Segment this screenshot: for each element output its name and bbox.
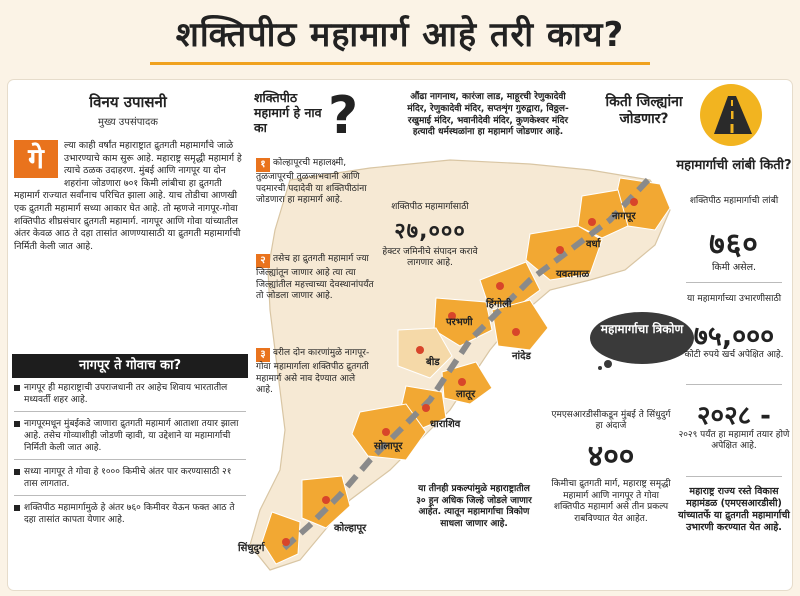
map-label-nanded: नांदेड [512, 351, 531, 362]
reason-2: २ तसेच हा द्रुतगती महामार्ग ज्या जिल्ह्या… [256, 254, 374, 303]
pin-icon [282, 538, 290, 546]
km400-stat: एमएसआरडीसीकडून मुंबई ते सिंधुदुर्ग हा अं… [548, 410, 674, 525]
list-item: सध्या नागपूर ते गोवा हे १००० किमीचे अंतर… [14, 466, 246, 490]
map-label-hingoli: हिंगोली [486, 299, 512, 310]
district-latur [441, 361, 493, 405]
pin-icon [448, 312, 456, 320]
land-unit: हेक्टर जमिनीचे संपादन करावे लागणार आहे. [382, 247, 478, 268]
length-value: ७६० [709, 227, 759, 262]
map-label-nagpur: नागपूर [612, 211, 636, 222]
divider [686, 384, 782, 385]
reason-number: २ [256, 254, 270, 268]
map-label-dharashiv: धाराशिव [430, 419, 461, 430]
district-sindhudurg [261, 511, 301, 565]
pin-icon [458, 378, 466, 386]
why-goa-list: नागपूर ही महाराष्ट्राची उपराजधानी तर आहे… [14, 382, 246, 535]
divider [686, 282, 782, 283]
map-label-latur: लातूर [456, 389, 476, 400]
map-label-kolhapur: कोल्हापूर [334, 523, 367, 534]
intro-paragraph: गे ल्या काही वर्षांत महाराष्ट्रात द्रुतग… [14, 140, 246, 253]
district-nanded [491, 299, 549, 351]
reason-text: कोल्हापूरची महालक्ष्मी, तुळजापूरची तुळजा… [256, 158, 367, 205]
map-label-beed: बीड [426, 357, 440, 368]
pin-icon [630, 198, 638, 206]
divider [14, 495, 246, 496]
pin-icon [496, 282, 504, 290]
divider [14, 459, 246, 460]
msrdc-note: महाराष्ट्र राज्य रस्ते विकास महामंडळ (एम… [678, 486, 790, 533]
reason-number: १ [256, 158, 270, 172]
land-value: २७,००० [394, 219, 466, 244]
districts-question: किती जिल्ह्यांना जोडणार? [605, 94, 683, 127]
intro-text: ल्या काही वर्षांत महाराष्ट्रात द्रुतगती … [14, 140, 242, 252]
reason-text: वरील दोन कारणांमुळे नागपूर-गोवा महामार्ग… [256, 348, 370, 395]
thought-cloud-icon [590, 312, 694, 370]
divider [14, 411, 246, 412]
map-label-parbhani: परभणी [446, 317, 473, 328]
cost-label: या महामार्गाच्या उभारणीसाठी [686, 294, 782, 304]
name-why-heading: शक्तिपीठ महामार्ग हे नाव का [254, 90, 322, 135]
pin-icon [512, 328, 520, 336]
land-label: शक्तिपीठ महामार्गासाठी [391, 202, 469, 212]
cost-unit: कोटी रुपये खर्च अपेक्षित आहे. [684, 350, 784, 360]
list-item: नागपूरमधून मुंबईकडे जाणारा द्रुतगती महाम… [14, 418, 246, 454]
byline: विनय उपासनी मुख्य उपसंपादक [48, 92, 208, 128]
question-mark-icon: ? [328, 86, 359, 146]
reason-number: ३ [256, 348, 270, 362]
reason-3: ३ वरील दोन कारणांमुळे नागपूर-गोवा महामार्… [256, 348, 374, 397]
cost-value: ७५,००० [693, 321, 775, 352]
km400-label: एमएसआरडीसीकडून मुंबई ते सिंधुदुर्ग हा अं… [551, 410, 671, 431]
map-label-yavatmal: यवतमाळ [556, 269, 590, 280]
km400-value: ४०० [587, 439, 635, 474]
temples-note: औंढा नागनाथ, कारंजा लाड, माहूरची रेणुकाद… [407, 92, 569, 138]
pin-icon [322, 496, 330, 504]
reason-text: तसेच हा द्रुतगती महामार्ग ज्या जिल्ह्यां… [256, 254, 374, 301]
pin-icon [382, 428, 390, 436]
district-hingoli [479, 261, 541, 307]
length-heading: महामार्गाची लांबी किती? [676, 158, 792, 173]
dropcap: गे [14, 140, 58, 178]
reason-1: १ कोल्हापूरची महालक्ष्मी, तुळजापूरची तुळज… [256, 158, 374, 207]
km400-desc: किमीचा द्रुतगती मार्ग, महाराष्ट्र समृद्ध… [551, 479, 671, 524]
map-label-solapur: सोलापूर [374, 441, 403, 452]
author-role: मुख्य उपसंपादक [98, 117, 158, 128]
district-beed [397, 327, 453, 379]
triangle-cloud-text: महामार्गाचा त्रिकोण [600, 322, 684, 336]
why-goa-heading: नागपूर ते गोवाच का? [12, 354, 248, 378]
pin-icon [588, 218, 596, 226]
district-wardha [577, 189, 629, 239]
pin-icon [422, 404, 430, 412]
triangle-note: या तीनही प्रकल्पांमुळे महाराष्ट्रातील ३०… [416, 484, 532, 529]
year-value: २०२८ - [697, 401, 771, 431]
divider [686, 476, 782, 477]
length-label: शक्तिपीठ महामार्गाची लांबी [689, 196, 779, 206]
list-item: शक्तिपीठ महामार्गामुळे हे अंतर ७६० किमीव… [14, 502, 246, 526]
pin-icon [416, 346, 424, 354]
road-icon [700, 84, 762, 146]
map-label-wardha: वर्धा [586, 239, 601, 250]
map-label-sindhudurg: सिंधुदुर्ग [238, 543, 265, 554]
author-name: विनय उपासनी [89, 93, 167, 111]
pin-icon [556, 246, 564, 254]
page-title: शक्तिपीठ महामार्ग आहे तरी काय? [175, 15, 625, 55]
highway-route [280, 177, 651, 553]
maharashtra-map [249, 159, 671, 571]
land-stat: शक्तिपीठ महामार्गासाठी २७,००० हेक्टर जमि… [370, 202, 490, 269]
year-label: २०२९ पर्यंत हा महामार्ग तयार होणे अपेक्ष… [678, 430, 790, 451]
length-unit: किमी असेल. [711, 262, 757, 273]
list-item: नागपूर ही महाराष्ट्राची उपराजधानी तर आहे… [14, 382, 246, 406]
title-underline [150, 62, 650, 65]
